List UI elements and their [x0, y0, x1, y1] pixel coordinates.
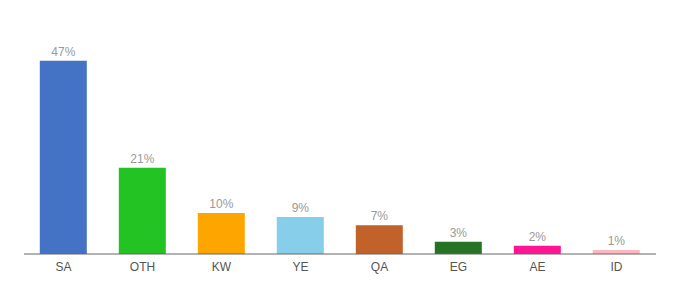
svg-text:9%: 9% [292, 201, 310, 215]
svg-text:47%: 47% [51, 45, 75, 59]
svg-text:YE: YE [292, 260, 308, 274]
svg-text:7%: 7% [371, 209, 389, 223]
svg-text:ID: ID [611, 260, 623, 274]
svg-text:EG: EG [450, 260, 467, 274]
svg-text:21%: 21% [130, 152, 154, 166]
svg-text:QA: QA [371, 260, 388, 274]
svg-text:KW: KW [212, 260, 232, 274]
svg-text:1%: 1% [608, 234, 626, 248]
svg-text:2%: 2% [529, 230, 547, 244]
svg-text:OTH: OTH [130, 260, 155, 274]
svg-text:10%: 10% [209, 197, 233, 211]
svg-text:3%: 3% [450, 226, 468, 240]
svg-text:SA: SA [55, 260, 71, 274]
svg-text:AE: AE [529, 260, 545, 274]
